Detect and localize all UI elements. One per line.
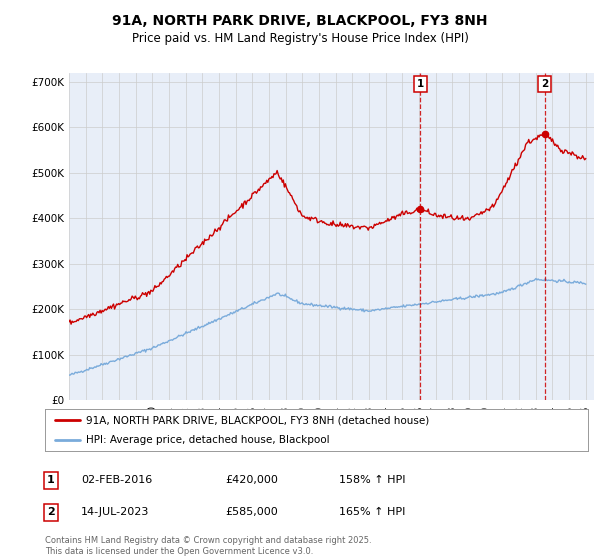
Text: 2: 2 [541,79,548,89]
Text: Price paid vs. HM Land Registry's House Price Index (HPI): Price paid vs. HM Land Registry's House … [131,32,469,45]
Text: 1: 1 [47,475,55,486]
Text: 1: 1 [417,79,424,89]
Text: 165% ↑ HPI: 165% ↑ HPI [339,507,406,517]
Text: HPI: Average price, detached house, Blackpool: HPI: Average price, detached house, Blac… [86,435,329,445]
Text: 91A, NORTH PARK DRIVE, BLACKPOOL, FY3 8NH (detached house): 91A, NORTH PARK DRIVE, BLACKPOOL, FY3 8N… [86,415,429,425]
Text: £420,000: £420,000 [225,475,278,486]
Text: 158% ↑ HPI: 158% ↑ HPI [339,475,406,486]
Text: £585,000: £585,000 [225,507,278,517]
Text: 02-FEB-2016: 02-FEB-2016 [81,475,152,486]
Text: Contains HM Land Registry data © Crown copyright and database right 2025.
This d: Contains HM Land Registry data © Crown c… [45,536,371,556]
Text: 14-JUL-2023: 14-JUL-2023 [81,507,149,517]
Text: 2: 2 [47,507,55,517]
Text: 91A, NORTH PARK DRIVE, BLACKPOOL, FY3 8NH: 91A, NORTH PARK DRIVE, BLACKPOOL, FY3 8N… [112,14,488,28]
